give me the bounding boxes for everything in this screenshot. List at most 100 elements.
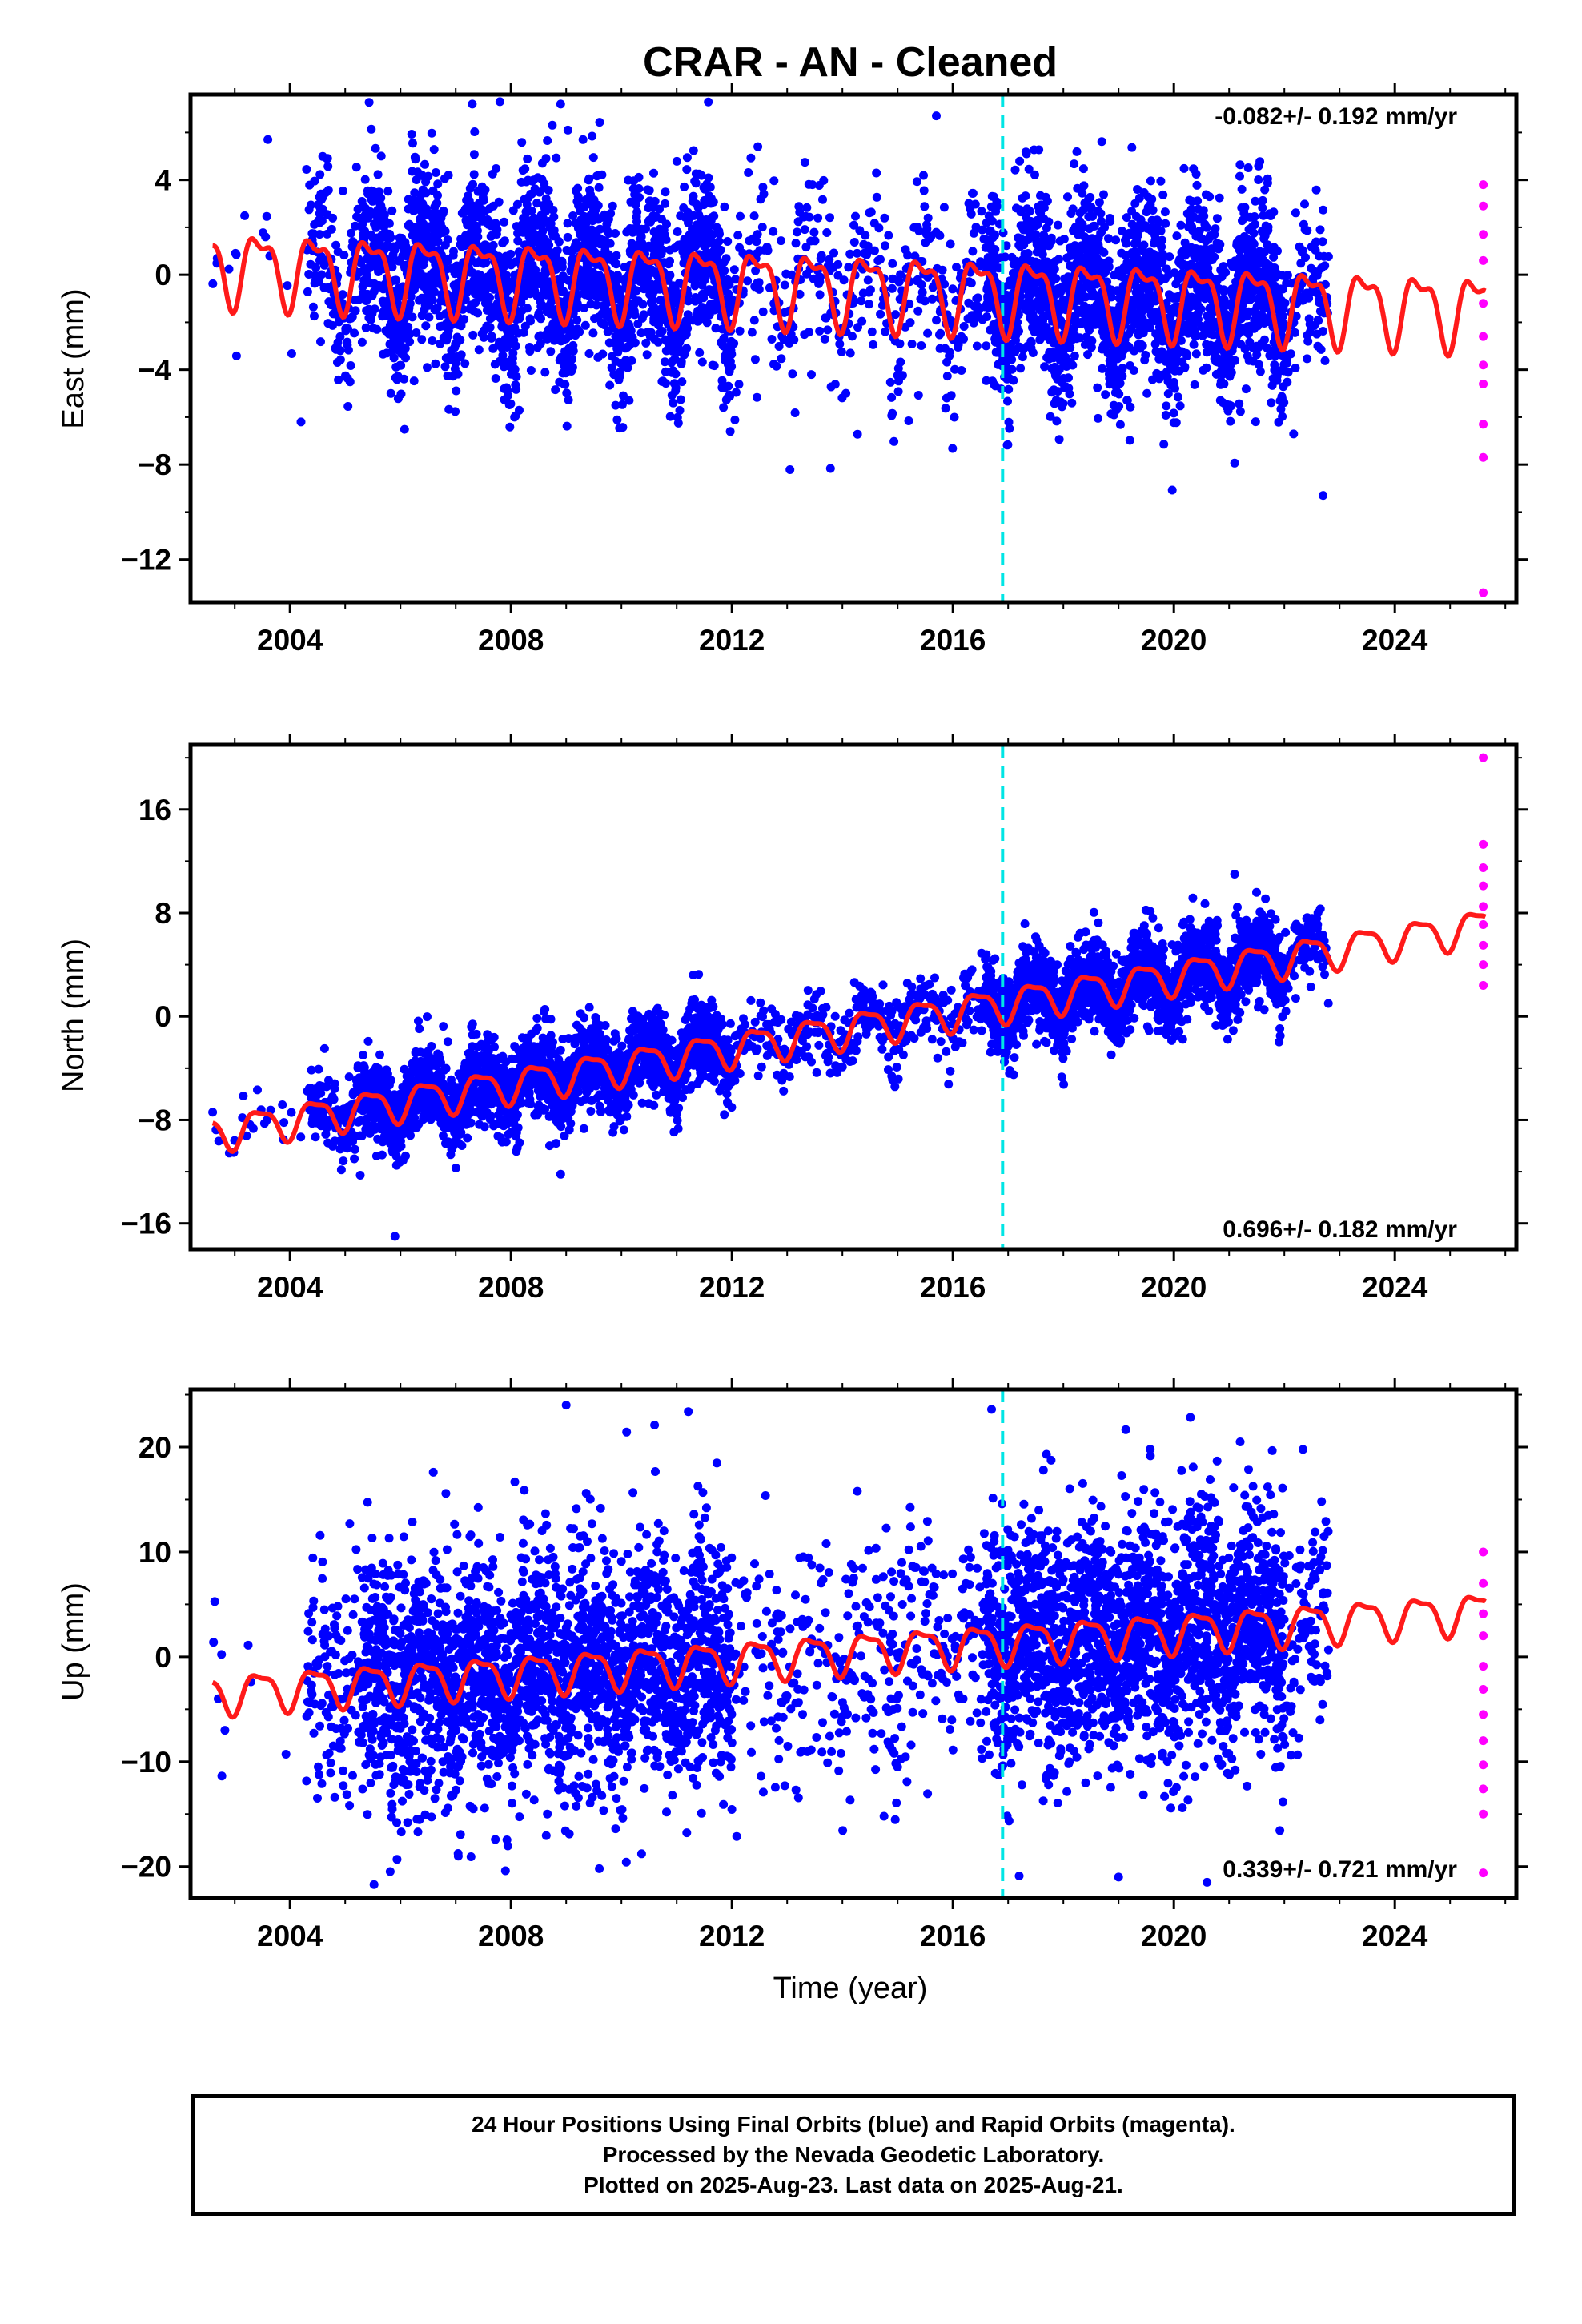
east-final-point xyxy=(649,168,658,178)
east-final-point xyxy=(690,281,700,291)
east-final-point xyxy=(632,207,642,217)
east-final-point xyxy=(1182,351,1192,360)
east-final-point xyxy=(1323,252,1333,261)
east-final-point xyxy=(791,239,801,248)
east-final-point xyxy=(865,285,875,295)
east-final-point xyxy=(1171,418,1181,428)
east-final-point xyxy=(835,340,845,348)
east-final-point xyxy=(1101,390,1110,400)
east-final-point xyxy=(564,396,573,404)
east-final-point xyxy=(532,199,542,208)
east-final-point xyxy=(736,211,745,221)
east-final-point xyxy=(338,186,347,195)
east-final-point xyxy=(624,396,634,405)
east-final-point xyxy=(714,236,724,246)
east-final-point xyxy=(1243,163,1253,172)
east-final-point xyxy=(729,339,739,348)
east-final-point xyxy=(481,258,491,267)
east-final-point xyxy=(224,264,234,274)
east-final-point xyxy=(702,318,712,328)
east-final-point xyxy=(568,363,577,372)
east-final-point xyxy=(769,227,778,236)
east-ytick-label: −12 xyxy=(121,544,171,577)
east-final-point xyxy=(644,186,654,195)
north-final-point xyxy=(278,1100,287,1109)
east-final-point xyxy=(510,364,520,374)
east-final-point xyxy=(919,171,928,180)
east-final-point xyxy=(661,367,670,376)
east-final-point xyxy=(1162,401,1171,411)
east-ytick-label: −8 xyxy=(138,448,171,481)
east-final-point xyxy=(1258,195,1267,205)
north-plot-area xyxy=(208,745,1488,1249)
east-final-point xyxy=(595,224,604,234)
east-final-point xyxy=(734,380,744,389)
east-final-point xyxy=(562,421,572,431)
east-final-point xyxy=(302,165,311,174)
east-final-point xyxy=(474,345,484,355)
east-final-point xyxy=(588,131,597,141)
east-final-point xyxy=(1278,412,1287,421)
east-final-point xyxy=(335,346,345,356)
east-final-point xyxy=(520,164,530,174)
east-final-point xyxy=(657,327,667,336)
east-final-point xyxy=(580,304,589,312)
east-final-point xyxy=(498,351,508,360)
east-final-point xyxy=(1054,435,1064,444)
east-final-point xyxy=(512,384,521,394)
east-final-point xyxy=(343,345,353,355)
east-final-point xyxy=(758,307,768,316)
east-final-point xyxy=(1169,408,1178,418)
east-final-point xyxy=(1072,147,1082,156)
east-final-point xyxy=(611,400,620,410)
east-final-point xyxy=(917,287,927,297)
east-final-point xyxy=(554,237,564,247)
east-final-point xyxy=(412,328,421,337)
east-final-point xyxy=(580,320,590,330)
east-final-point xyxy=(491,374,500,383)
east-final-point xyxy=(895,339,905,348)
east-final-point xyxy=(1291,328,1299,337)
east-final-point xyxy=(572,316,582,324)
east-final-point xyxy=(536,339,545,348)
east-final-point xyxy=(1025,207,1034,216)
east-final-point xyxy=(661,235,671,244)
east-final-point xyxy=(1104,262,1114,271)
east-final-point xyxy=(1098,364,1107,373)
east-final-point xyxy=(617,400,627,409)
east-final-point xyxy=(1118,364,1127,373)
east-final-point xyxy=(608,201,617,211)
east-final-point xyxy=(544,186,553,195)
east-final-point xyxy=(495,97,504,107)
east-final-point xyxy=(923,213,933,223)
east-final-point xyxy=(695,348,705,357)
east-final-point xyxy=(704,97,713,107)
east-final-point xyxy=(315,170,325,179)
east-final-point xyxy=(562,388,572,398)
east-final-point xyxy=(1042,196,1052,206)
east-final-point xyxy=(208,279,218,288)
east-final-point xyxy=(296,417,306,427)
east-final-point xyxy=(1179,163,1189,173)
east-final-point xyxy=(927,294,937,304)
east-final-point xyxy=(1240,203,1250,212)
east-final-point xyxy=(1235,171,1244,181)
east-final-point xyxy=(1283,271,1292,280)
east-final-point xyxy=(1283,377,1292,387)
east-final-point xyxy=(769,176,779,186)
east-final-point xyxy=(549,212,559,222)
east-final-point xyxy=(1097,137,1106,147)
east-final-point xyxy=(725,427,735,436)
east-final-point xyxy=(1301,253,1310,262)
east-final-point xyxy=(468,99,477,109)
east-final-point xyxy=(785,465,795,474)
east-final-point xyxy=(1319,205,1328,215)
east-final-point xyxy=(350,328,359,338)
east-final-point xyxy=(432,199,442,208)
east-final-point xyxy=(851,211,860,221)
east-final-point xyxy=(543,334,552,344)
east-final-point xyxy=(673,227,682,236)
east-final-point xyxy=(665,412,675,421)
east-final-point xyxy=(363,271,371,281)
